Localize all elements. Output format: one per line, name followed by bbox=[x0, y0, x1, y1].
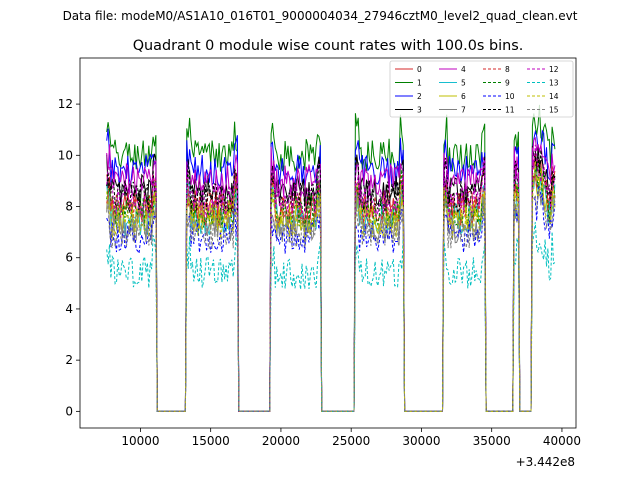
series-line-1 bbox=[106, 104, 556, 412]
series-line-4 bbox=[106, 136, 556, 412]
figure-suptitle: Data file: modeM0/AS1A10_016T01_90000040… bbox=[63, 9, 578, 23]
y-tick-label: 6 bbox=[65, 251, 73, 265]
y-tick-label: 8 bbox=[65, 200, 73, 214]
legend-label-7: 7 bbox=[461, 106, 466, 115]
legend-label-9: 9 bbox=[505, 79, 510, 88]
x-tick-label: 10000 bbox=[121, 434, 159, 448]
series-line-14 bbox=[106, 161, 556, 412]
series-line-10 bbox=[106, 183, 556, 412]
legend-label-8: 8 bbox=[505, 65, 510, 74]
plot-frame bbox=[79, 57, 577, 429]
x-tick-label: 40000 bbox=[543, 434, 581, 448]
legend-label-0: 0 bbox=[417, 65, 422, 74]
x-tick-label: 20000 bbox=[262, 434, 300, 448]
legend-label-4: 4 bbox=[461, 65, 466, 74]
legend-label-6: 6 bbox=[461, 92, 466, 101]
series-line-15 bbox=[106, 193, 556, 412]
y-tick-label: 0 bbox=[65, 404, 73, 418]
y-tick-label: 10 bbox=[58, 148, 73, 162]
legend-label-12: 12 bbox=[549, 65, 559, 74]
series-line-11 bbox=[106, 149, 556, 412]
x-tick-label: 30000 bbox=[402, 434, 440, 448]
x-tick-label: 35000 bbox=[473, 434, 511, 448]
chart-title: Quadrant 0 module wise count rates with … bbox=[133, 38, 524, 54]
y-tick-label: 2 bbox=[65, 353, 73, 367]
legend-label-1: 1 bbox=[417, 79, 422, 88]
legend-label-2: 2 bbox=[417, 92, 422, 101]
x-tick-label: 25000 bbox=[332, 434, 370, 448]
legend-frame bbox=[389, 60, 574, 118]
legend-label-11: 11 bbox=[505, 106, 515, 115]
legend-label-14: 14 bbox=[549, 92, 559, 101]
y-axis: 0 2 4 6 8 10 12 bbox=[58, 97, 80, 418]
y-tick-label: 4 bbox=[65, 302, 73, 316]
y-tick-label: 12 bbox=[58, 97, 73, 111]
legend-label-3: 3 bbox=[417, 106, 422, 115]
x-tick-label: 15000 bbox=[192, 434, 230, 448]
series-line-12 bbox=[106, 144, 556, 412]
legend-label-5: 5 bbox=[461, 79, 466, 88]
x-axis: 10000 15000 20000 25000 30000 35000 40000 bbox=[121, 428, 581, 448]
series-line-13 bbox=[106, 222, 556, 412]
legend-label-15: 15 bbox=[549, 106, 559, 115]
legend-label-10: 10 bbox=[505, 92, 515, 101]
series-layer bbox=[106, 104, 556, 412]
x-offset-label: +3.442e8 bbox=[516, 455, 575, 469]
legend-label-13: 13 bbox=[549, 79, 559, 88]
